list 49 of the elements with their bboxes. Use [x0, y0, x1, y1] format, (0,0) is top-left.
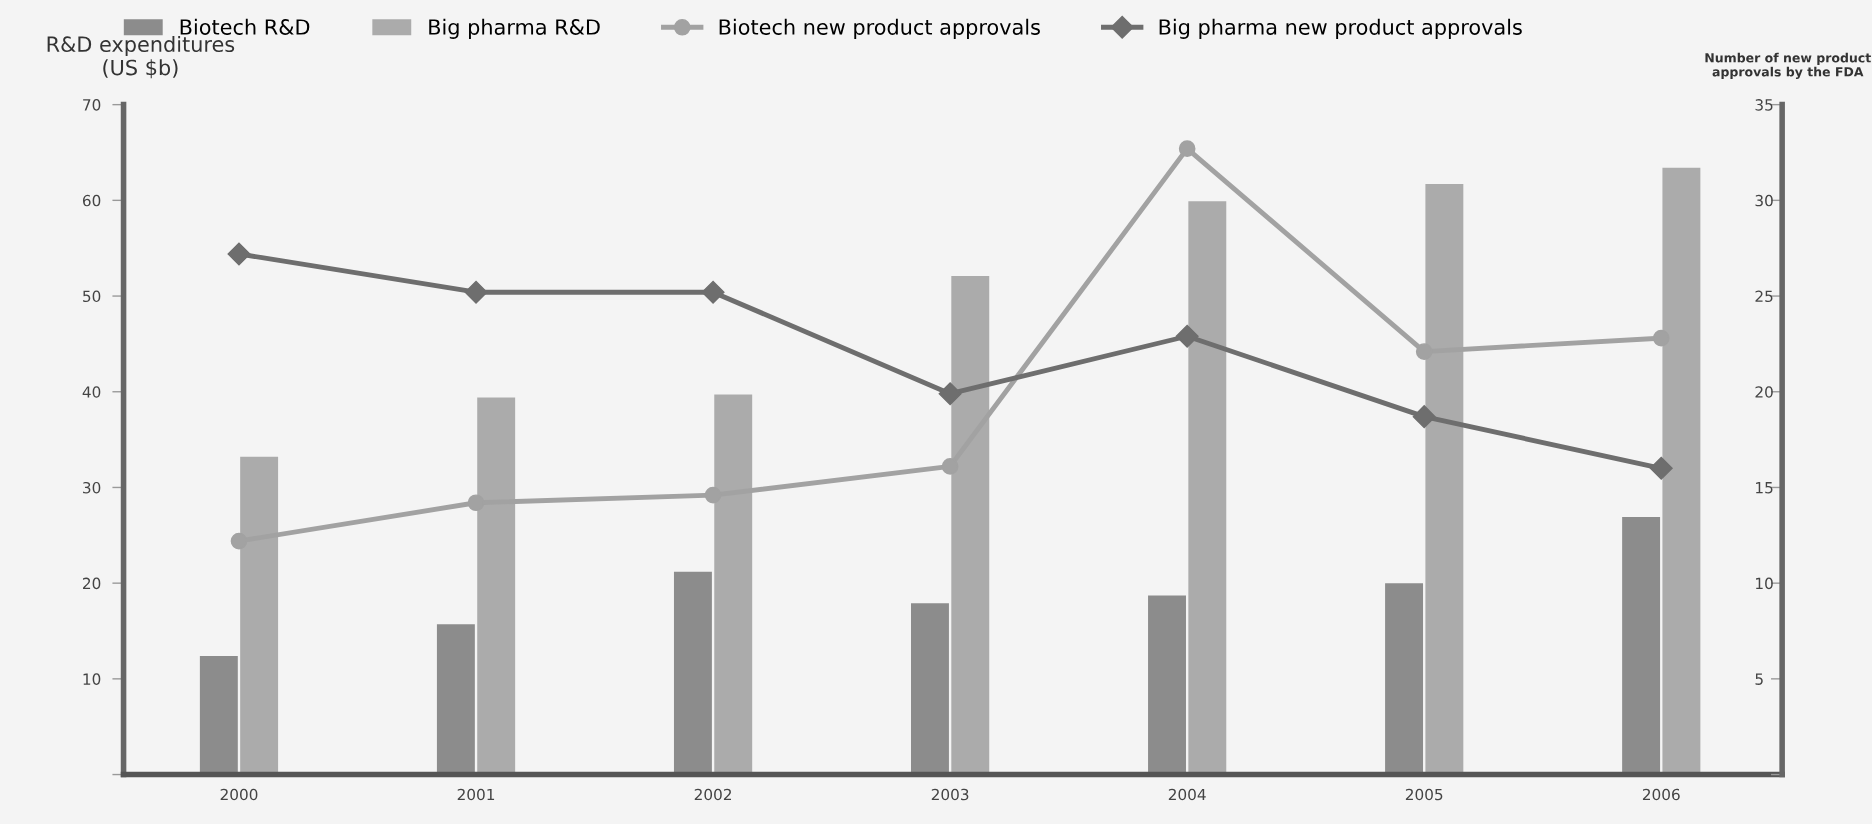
x-tick-label: 2005 [1405, 788, 1443, 801]
x-tick-label: 2002 [694, 788, 731, 801]
y-tick-label: 50 [83, 290, 101, 303]
legend-label: Biotech new product approvals [719, 18, 1040, 39]
bar [1622, 517, 1661, 775]
legend-label: Biotech R&D [180, 18, 310, 35]
x-tick-label: 2006 [1642, 788, 1680, 801]
bar [1148, 595, 1186, 775]
y2-axis-title: Number of new product approvals by the FDA [1705, 52, 1871, 80]
point [704, 486, 722, 504]
point [1652, 329, 1670, 347]
x-tick-label: 2001 [457, 788, 495, 801]
point [230, 532, 248, 550]
y2-tick-label: 35 [1755, 99, 1773, 111]
x-tick-label: 2003 [931, 788, 969, 801]
bar [1385, 583, 1424, 775]
point [701, 280, 725, 304]
y2-tick-label: 20 [1755, 386, 1773, 398]
y2-tick-label: 15 [1756, 482, 1773, 494]
point [227, 242, 251, 266]
bar [1188, 201, 1227, 775]
point [467, 494, 485, 512]
bar [673, 571, 712, 775]
point [941, 458, 959, 475]
y-tick-label: 30 [83, 481, 101, 494]
point [464, 280, 488, 304]
point [938, 382, 962, 406]
bar [199, 655, 238, 775]
x-tick-label: 2004 [1168, 788, 1206, 801]
y2-tick-label: 30 [1755, 194, 1773, 207]
x-tick-label: 2000 [220, 788, 258, 801]
y2-tick-label: 10 [1756, 577, 1773, 590]
point [1415, 343, 1433, 360]
y2-tick-label: 25 [1755, 290, 1773, 303]
point [1175, 324, 1199, 348]
point [1412, 405, 1436, 429]
legend-label: Big pharma new product approvals [1159, 18, 1522, 39]
bar [911, 603, 949, 775]
y-tick-label: 70 [83, 99, 101, 111]
y-tick-label: 40 [82, 386, 101, 398]
point [1649, 456, 1673, 480]
bar [436, 624, 475, 775]
y-axis-title: R&D expenditures (US $b) [47, 35, 235, 79]
y-tick-label: 20 [83, 577, 101, 590]
y2-tick-label: 5 [1755, 673, 1763, 685]
legend-label: Big pharma R&D [429, 18, 600, 39]
y-tick-label: 60 [82, 194, 101, 207]
point [1178, 140, 1196, 158]
y-tick-label: 10 [83, 673, 101, 685]
